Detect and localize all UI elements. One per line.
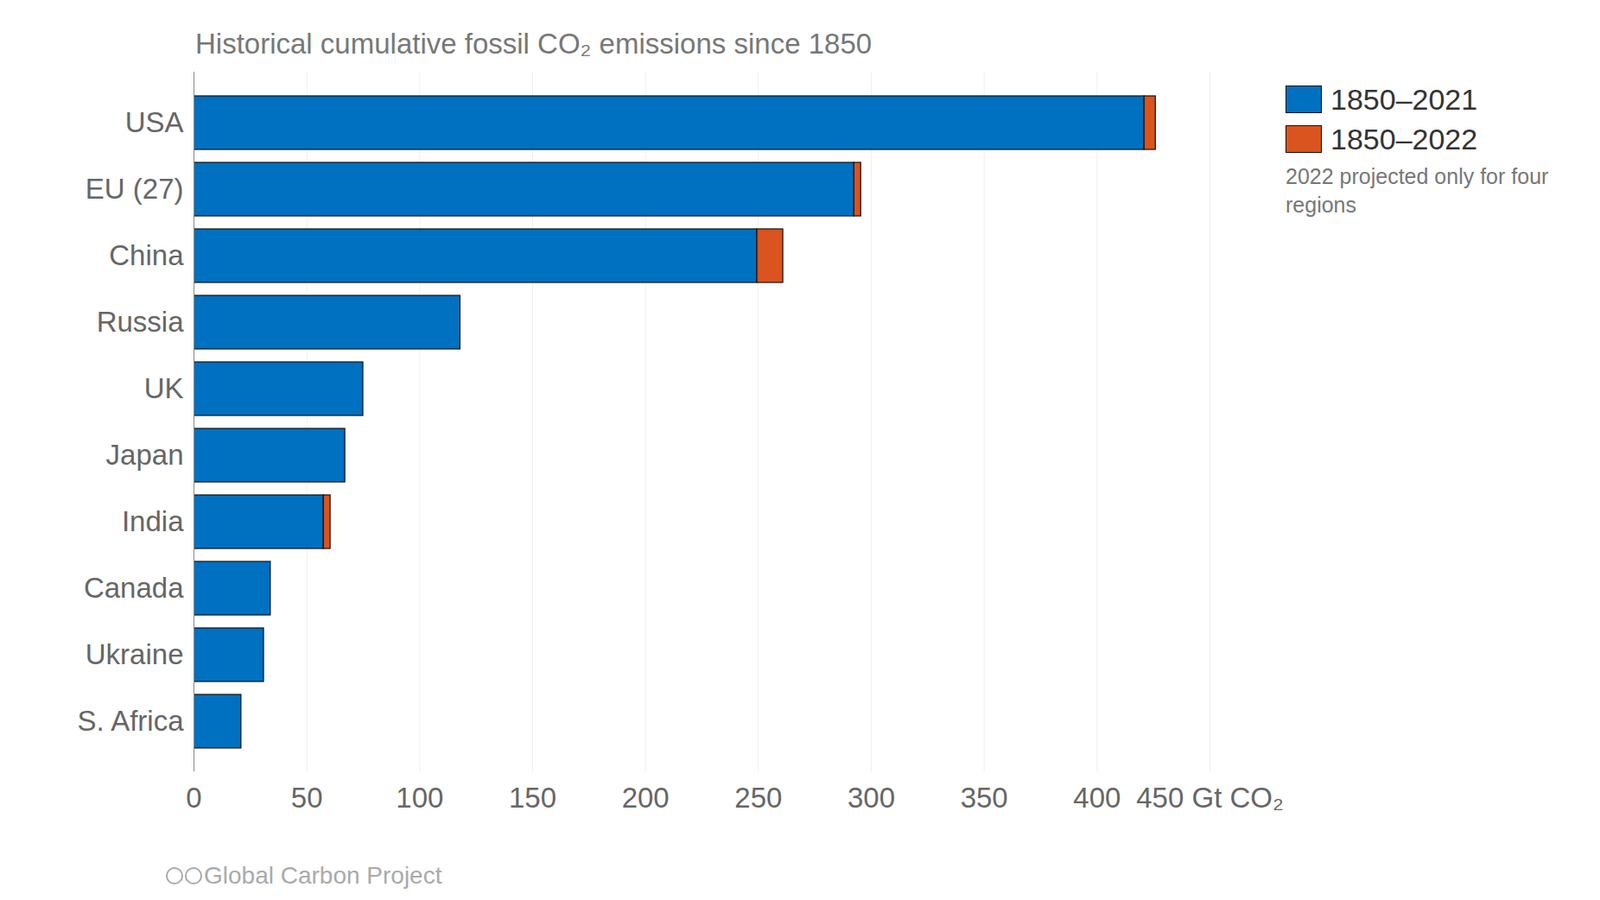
svg-text:Canada: Canada: [83, 571, 185, 604]
html-text:Global Carbon Project: Global Carbon Project: [203, 862, 442, 889]
svg-text:100: 100: [395, 781, 444, 814]
svg-text:EU (27): EU (27): [85, 172, 185, 205]
html-text:Historical cumulative fossil C: Historical cumulative fossil CO₂ emissio…: [195, 27, 872, 60]
svg-text:S. Africa: S. Africa: [77, 704, 185, 737]
svg-text:China: China: [108, 239, 185, 272]
svg-text:0: 0: [185, 781, 202, 814]
svg-text:UK: UK: [144, 372, 185, 405]
svg-text:350: 350: [960, 781, 1009, 814]
svg-text:150: 150: [508, 781, 557, 814]
svg-text:USA: USA: [125, 106, 185, 139]
svg-text:Japan: Japan: [106, 438, 185, 471]
svg-text:200: 200: [622, 781, 670, 814]
html-text:1850–2022: 1850–2022: [1330, 122, 1478, 156]
svg-text:300: 300: [847, 781, 896, 814]
svg-text:50: 50: [291, 781, 324, 814]
svg-text:250: 250: [734, 781, 782, 814]
html-text:2022 projected only for four r: 2022 projected only for four regions: [1285, 164, 1549, 217]
svg-text:450 Gt CO₂: 450 Gt CO₂: [1136, 781, 1284, 814]
svg-text:India: India: [121, 505, 185, 538]
html-text:1850–2021: 1850–2021: [1330, 82, 1478, 116]
svg-text:Russia: Russia: [96, 305, 185, 338]
svg-text:400: 400: [1073, 781, 1121, 814]
svg-text:Ukraine: Ukraine: [85, 638, 185, 671]
